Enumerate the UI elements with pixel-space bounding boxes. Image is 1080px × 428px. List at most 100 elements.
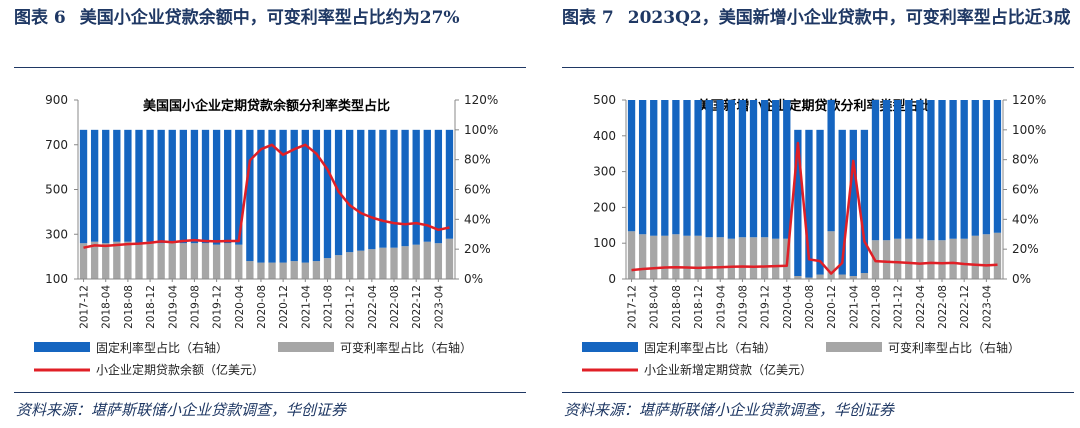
bar-variable-rate — [905, 238, 913, 279]
bar-variable-rate — [124, 241, 132, 279]
bar-variable-rate — [401, 246, 409, 279]
y-tick-label-right: 80% — [1012, 153, 1039, 167]
x-tick-label: 2023-04 — [981, 285, 993, 329]
bar-fixed-rate — [368, 129, 376, 250]
bar-fixed-rate — [79, 129, 88, 244]
figure-number: 图表 6 — [14, 8, 66, 28]
x-tick-label: 2021-04 — [300, 285, 312, 329]
bar-fixed-rate — [738, 100, 747, 238]
bar-fixed-rate — [871, 100, 880, 241]
y-tick-label-left: 500 — [45, 183, 68, 197]
bar-variable-rate — [279, 262, 287, 279]
x-tick-label: 2019-04 — [715, 285, 727, 329]
bar-variable-rate — [224, 243, 232, 279]
x-tick-label: 2018-04 — [101, 285, 113, 329]
legend-label-line: 小企业定期贷款余额（亿美元） — [96, 362, 264, 377]
bar-fixed-rate — [390, 129, 398, 248]
bar-variable-rate — [113, 241, 121, 279]
bar-variable-rate — [290, 261, 298, 279]
bar-variable-rate — [379, 247, 387, 279]
x-tick-label: 2019-12 — [212, 285, 224, 329]
x-tick-label: 2021-12 — [345, 285, 357, 329]
x-tick-label: 2022-04 — [915, 285, 927, 329]
bar-variable-rate — [168, 241, 176, 279]
bar-variable-rate — [805, 277, 813, 279]
y-tick-label-right: 40% — [1012, 212, 1039, 226]
bar-variable-rate — [90, 241, 99, 279]
y-tick-label-right: 60% — [464, 183, 491, 197]
bar-variable-rate — [827, 231, 835, 279]
bar-variable-rate — [212, 244, 221, 279]
bar-fixed-rate — [224, 129, 232, 244]
bar-variable-rate — [860, 273, 869, 279]
legend-label-fixed: 固定利率型占比（右轴） — [644, 340, 776, 355]
bar-variable-rate — [179, 243, 187, 279]
bar-fixed-rate — [346, 129, 354, 253]
bar-variable-rate — [445, 238, 454, 279]
figure-title: 图表 6 美国小企业贷款余额中，可变利率型占比约为27% — [14, 4, 526, 33]
bar-variable-rate — [916, 238, 924, 279]
bar-variable-rate — [738, 237, 747, 279]
bar-fixed-rate — [916, 100, 924, 239]
bar-variable-rate — [794, 276, 802, 279]
bar-fixed-rate — [927, 100, 935, 241]
y-tick-label-right: 120% — [1012, 93, 1046, 107]
x-tick-label: 2017-12 — [79, 285, 91, 329]
legend-swatch-variable — [278, 342, 334, 352]
bar-fixed-rate — [423, 129, 431, 242]
source-rule — [562, 392, 1074, 393]
bar-fixed-rate — [168, 129, 176, 242]
legend-label-fixed: 固定利率型占比（右轴） — [96, 340, 228, 355]
x-tick-label: 2020-04 — [782, 285, 794, 329]
x-tick-label: 2020-12 — [826, 285, 838, 329]
bar-fixed-rate — [246, 129, 254, 262]
figure-title: 图表 7 2023Q2，美国新增小企业贷款中，可变利率型占比近3成 — [562, 4, 1074, 33]
bar-fixed-rate — [960, 100, 968, 239]
bar-variable-rate — [894, 238, 902, 279]
y-tick-label-right: 100% — [464, 123, 498, 137]
bar-variable-rate — [949, 238, 957, 279]
source-note: 资料来源：堪萨斯联储小企业贷款调查，华创证券 — [16, 401, 347, 419]
bar-fixed-rate — [860, 129, 869, 274]
bar-variable-rate — [235, 244, 243, 279]
bar-variable-rate — [157, 243, 165, 279]
bar-fixed-rate — [190, 129, 199, 244]
bar-variable-rate — [102, 243, 110, 279]
x-tick-label: 2020-12 — [278, 285, 290, 329]
bar-fixed-rate — [90, 129, 99, 242]
bar-fixed-rate — [312, 129, 321, 262]
bar-variable-rate — [971, 235, 979, 279]
bar-fixed-rate — [772, 100, 780, 239]
x-tick-label: 2022-08 — [389, 285, 401, 329]
bar-variable-rate — [927, 240, 935, 279]
bar-variable-rate — [882, 240, 891, 279]
x-tick-label: 2017-12 — [627, 285, 639, 329]
bar-fixed-rate — [179, 129, 187, 244]
x-tick-label: 2022-12 — [959, 285, 971, 329]
bar-variable-rate — [346, 252, 354, 279]
bar-variable-rate — [323, 258, 332, 279]
y-tick-label-left: 300 — [45, 227, 68, 241]
bar-variable-rate — [672, 234, 680, 279]
x-tick-label: 2022-12 — [411, 285, 423, 329]
legend-swatch-variable — [826, 342, 882, 352]
source-rule — [14, 392, 526, 393]
bar-fixed-rate — [838, 129, 846, 275]
bar-variable-rate — [135, 243, 143, 279]
bar-fixed-rate — [146, 129, 154, 242]
bar-variable-rate — [246, 261, 254, 279]
bar-fixed-rate — [694, 100, 702, 236]
figure-title-text: 2023Q2，美国新增小企业贷款中，可变利率型占比近3成 — [627, 8, 1071, 28]
series-line — [83, 143, 450, 249]
bar-fixed-rate — [434, 129, 443, 244]
bar-fixed-rate — [201, 129, 210, 244]
bar-fixed-rate — [672, 100, 680, 235]
x-tick-label: 2019-12 — [760, 285, 772, 329]
x-tick-label: 2021-08 — [322, 285, 334, 329]
x-tick-label: 2019-08 — [737, 285, 749, 329]
y-tick-label-left: 700 — [45, 138, 68, 152]
bar-fixed-rate — [157, 129, 165, 244]
bar-variable-rate — [423, 241, 431, 279]
x-tick-label: 2018-08 — [123, 285, 135, 329]
chart-figure-7: 美国新增小企业定期贷款分利率类型占比01002003004005000%20%4… — [582, 93, 1046, 377]
